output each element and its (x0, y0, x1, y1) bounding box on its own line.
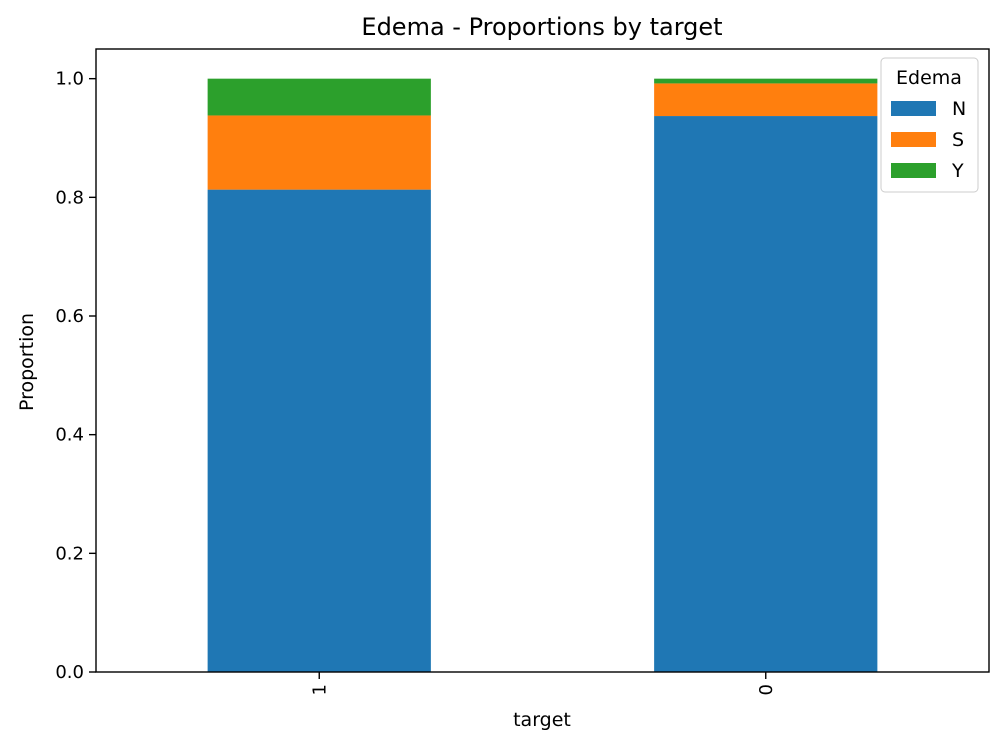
legend: Edema NSY (880, 57, 979, 193)
plot-frame (95, 48, 990, 673)
legend-swatch-y (891, 163, 936, 178)
legend-swatch-n (891, 101, 936, 116)
y-tick-label: 0.8 (55, 187, 84, 208)
legend-label-s: S (952, 129, 964, 151)
legend-swatch-s (891, 132, 936, 147)
legend-title: Edema (896, 67, 962, 89)
y-axis: 0.0 0.2 0.4 0.6 0.8 1.0 (55, 69, 96, 683)
chart-title: Edema - Proportions by target (361, 13, 722, 41)
y-tick-label: 0.2 (55, 543, 84, 564)
y-tick-label: 1.0 (55, 69, 84, 90)
legend-frame (880, 57, 979, 193)
y-axis-label: Proportion (16, 313, 38, 411)
bar-n-target-1 (207, 189, 431, 672)
x-tick-label: 1 (309, 684, 330, 695)
y-tick-label: 0.0 (55, 662, 84, 683)
bar-y-target-0 (654, 78, 878, 84)
bar-s-target-0 (654, 83, 878, 117)
legend-label-y: Y (951, 160, 964, 182)
bar-s-target-1 (207, 115, 431, 190)
bars-group (207, 78, 878, 672)
legend-label-n: N (952, 98, 966, 120)
x-tick-label: 0 (756, 684, 777, 695)
y-tick-label: 0.4 (55, 425, 84, 446)
bar-y-target-1 (207, 78, 431, 116)
y-tick-label: 0.6 (55, 306, 84, 327)
x-axis-label: target (513, 709, 571, 731)
bar-n-target-0 (654, 116, 878, 672)
legend-items: NSY (891, 98, 966, 182)
